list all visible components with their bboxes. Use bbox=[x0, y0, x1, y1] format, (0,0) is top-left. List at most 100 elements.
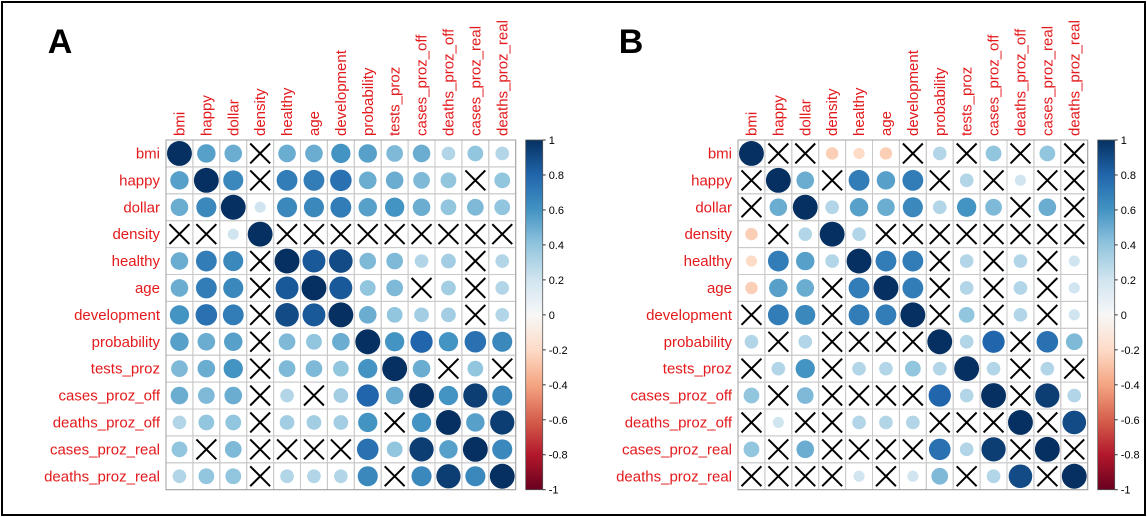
correlation-circle bbox=[745, 281, 758, 295]
correlation-circle bbox=[1065, 333, 1083, 351]
correlation-circle bbox=[745, 255, 758, 267]
correlation-circle bbox=[278, 360, 296, 378]
not-significant-cross bbox=[821, 331, 843, 353]
not-significant-cross bbox=[249, 411, 271, 434]
not-significant-cross bbox=[929, 169, 951, 192]
correlation-circle bbox=[169, 305, 190, 325]
not-significant-cross bbox=[249, 465, 271, 487]
correlation-circle bbox=[358, 171, 377, 190]
not-significant-cross bbox=[982, 250, 1005, 272]
correlation-circle bbox=[441, 253, 456, 269]
correlation-circle bbox=[1038, 198, 1057, 217]
correlation-circle bbox=[274, 248, 300, 274]
correlation-circle bbox=[301, 275, 327, 301]
correlation-circle bbox=[329, 276, 353, 300]
correlation-circle bbox=[849, 198, 869, 217]
correlation-circle bbox=[466, 198, 484, 216]
correlation-circle bbox=[277, 197, 298, 218]
correlation-circle bbox=[436, 410, 461, 435]
row-label: age bbox=[707, 280, 732, 297]
correlation-circle bbox=[796, 171, 815, 190]
correlation-circle bbox=[986, 361, 1001, 376]
correlation-circle bbox=[306, 333, 322, 350]
not-significant-cross bbox=[848, 331, 870, 353]
correlation-circle bbox=[981, 437, 1006, 462]
correlation-circle bbox=[796, 440, 815, 459]
correlation-circle bbox=[223, 170, 244, 191]
correlation-circle bbox=[198, 468, 215, 485]
not-significant-cross bbox=[740, 169, 763, 192]
correlation-circle bbox=[879, 361, 893, 376]
correlation-circle bbox=[958, 306, 975, 323]
correlation-circle bbox=[772, 416, 784, 429]
not-significant-cross bbox=[1009, 223, 1032, 245]
column-label: development bbox=[333, 49, 350, 136]
correlation-circle bbox=[765, 167, 791, 193]
panel-label: B bbox=[619, 23, 644, 61]
correlation-circle bbox=[927, 329, 953, 355]
colorbar-tick-label: 0 bbox=[549, 310, 555, 322]
correlation-circle bbox=[279, 415, 295, 430]
not-significant-cross bbox=[1009, 438, 1032, 461]
correlation-circle bbox=[411, 466, 432, 487]
not-significant-cross bbox=[195, 438, 218, 461]
column-label: density bbox=[824, 88, 841, 136]
correlation-circle bbox=[743, 441, 760, 458]
not-significant-cross bbox=[357, 223, 379, 245]
row-label: bmi bbox=[136, 145, 160, 162]
not-significant-cross bbox=[767, 384, 790, 407]
row-label: deaths_proz_off bbox=[53, 414, 161, 431]
correlation-circle bbox=[439, 440, 458, 459]
not-significant-cross bbox=[383, 465, 406, 487]
correlation-circle bbox=[167, 141, 192, 166]
not-significant-cross bbox=[249, 331, 271, 353]
colorbar-tick-label: -0.2 bbox=[549, 345, 568, 357]
not-significant-cross bbox=[929, 223, 951, 245]
correlation-circle bbox=[902, 277, 924, 299]
correlation-circle bbox=[873, 275, 899, 301]
correlation-circle bbox=[195, 304, 218, 326]
not-significant-cross bbox=[249, 438, 271, 461]
correlation-circle bbox=[332, 360, 349, 377]
not-significant-cross bbox=[1063, 438, 1085, 461]
correlation-circle bbox=[220, 194, 246, 220]
row-label: probability bbox=[664, 334, 733, 351]
correlation-circle bbox=[932, 200, 947, 215]
correlation-circle bbox=[303, 197, 324, 218]
colorbar-tick-label: 0.4 bbox=[1121, 240, 1136, 252]
correlation-circle bbox=[928, 384, 951, 407]
not-significant-cross bbox=[955, 142, 978, 165]
correlation-circle bbox=[330, 169, 352, 192]
correlation-circle bbox=[224, 386, 243, 405]
not-significant-cross bbox=[1063, 169, 1085, 192]
correlation-circle bbox=[334, 469, 348, 484]
correlation-circle bbox=[1036, 330, 1059, 353]
not-significant-cross bbox=[1063, 357, 1085, 380]
not-significant-cross bbox=[875, 438, 897, 461]
not-significant-cross bbox=[249, 357, 271, 380]
not-significant-cross bbox=[955, 223, 978, 245]
correlation-circle bbox=[170, 171, 189, 190]
column-label: bmi bbox=[171, 112, 188, 136]
row-label: dollar bbox=[695, 199, 732, 216]
correlation-circle bbox=[494, 172, 511, 189]
correlation-circle bbox=[906, 415, 920, 430]
row-label: healthy bbox=[112, 253, 161, 270]
correlation-circle bbox=[170, 386, 189, 405]
correlation-circle bbox=[744, 334, 759, 349]
correlation-circle bbox=[359, 252, 377, 270]
correlation-circle bbox=[225, 468, 242, 485]
correlation-circle bbox=[462, 436, 488, 462]
column-label: bmi bbox=[743, 112, 760, 136]
correlation-circle bbox=[986, 469, 1001, 484]
correlation-circle bbox=[954, 356, 980, 382]
correlation-circle bbox=[328, 302, 354, 328]
not-significant-cross bbox=[437, 357, 460, 380]
not-significant-cross bbox=[767, 223, 790, 245]
correlation-circle bbox=[825, 147, 839, 160]
correlation-circle bbox=[771, 361, 786, 376]
not-significant-cross bbox=[955, 465, 978, 487]
correlation-circle bbox=[852, 415, 866, 430]
